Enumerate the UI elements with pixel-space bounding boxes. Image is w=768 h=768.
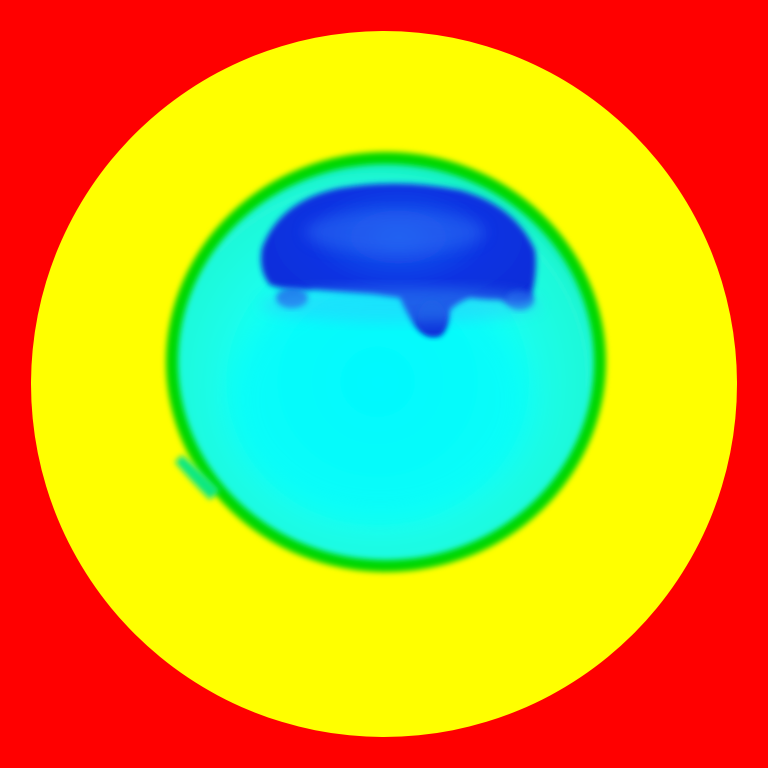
lower-left-fringe	[175, 455, 220, 500]
cap-inner-band	[305, 210, 485, 254]
core-highlight	[230, 280, 530, 520]
cap-core-transition	[260, 287, 540, 323]
